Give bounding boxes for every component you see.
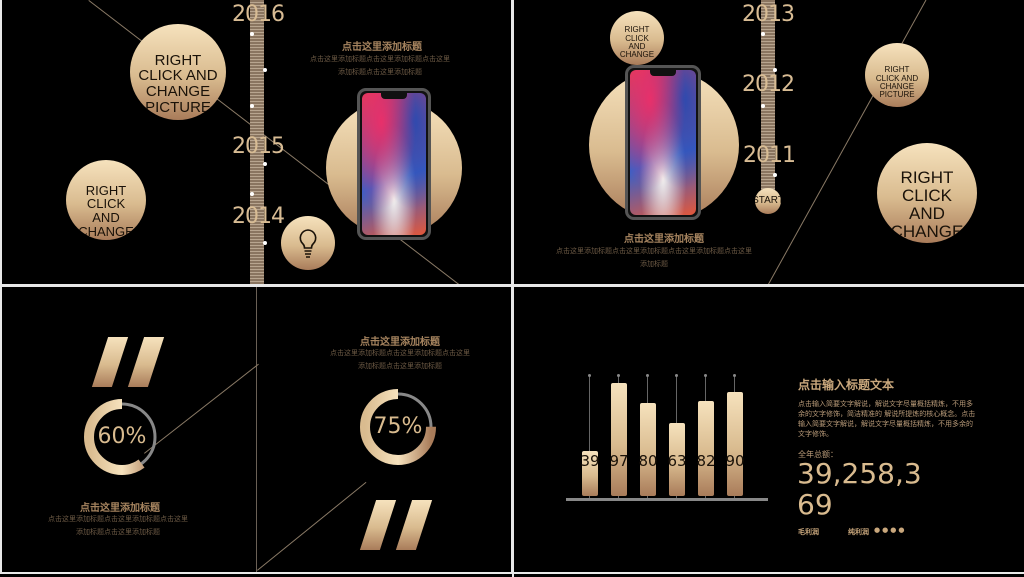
legend-gross-profit: 毛利润	[798, 528, 819, 536]
slide-subtitle: 点击这里添加标题点击这里添加标题点击这里添加标题点击这里添加标题	[556, 247, 752, 268]
picture-placeholder[interactable]: RIGHT CLICK AND CHANGE PICTURE	[865, 43, 929, 107]
bar-value-label: 97	[609, 452, 629, 470]
bar-cap-dot	[588, 374, 591, 377]
timeline-dot	[263, 162, 267, 166]
slide-subtitle: 点击这里添加标题点击这里添加标题点击这里添加标题点击这里添加标题	[310, 55, 450, 76]
bar	[698, 400, 714, 496]
total-value: 39,258,369	[797, 457, 922, 521]
picture-placeholder[interactable]: RIGHT CLICK AND CHANGE PICTURE	[130, 24, 226, 120]
total-label: 全年总额：	[798, 450, 838, 459]
picture-placeholder[interactable]: RIGHT CLICK AND CHANGE	[66, 160, 146, 240]
bar-chart: 39 97 80 63 82 90	[564, 372, 774, 507]
timeline-dot	[773, 173, 777, 177]
legend-net-profit: 纯利润	[848, 528, 869, 536]
bar	[582, 450, 598, 496]
slide-4[interactable]: 39 97 80 63 82 90 点击输入标题文本 点击输入简要文字解说，解说文字尽量概…	[514, 287, 1024, 572]
bar	[640, 403, 656, 496]
picture-placeholder[interactable]: RIGHT CLICK AND CHANGE	[610, 11, 664, 65]
year-label: 2013	[742, 2, 795, 27]
divider	[256, 287, 257, 572]
lightbulb-button[interactable]	[281, 216, 335, 270]
slide-title: 点击这里添加标题	[624, 234, 704, 245]
percent-label: 60%	[97, 424, 147, 449]
bar-value-label: 63	[667, 452, 687, 470]
slide-1[interactable]: 2016 2015 2014 RIGHT CLICK AND CHANGE PI…	[2, 0, 511, 284]
start-marker: START	[755, 188, 781, 214]
slide-3[interactable]: 60% 75% 点击这里添加标题 点击这里添加标题点击这里添加标题点击这里添加标…	[2, 287, 511, 572]
timeline-bar	[761, 0, 775, 200]
bar	[611, 383, 627, 496]
bar	[669, 422, 685, 496]
timeline-dot	[250, 32, 254, 36]
bar-stem	[589, 376, 590, 498]
next-slide-edge	[0, 574, 512, 577]
slide-body: 点击输入简要文字解说，解说文字尽量概括精炼，不用多余的文字修饰，简洁精准的 解说…	[798, 400, 976, 438]
timeline-dot	[263, 241, 267, 245]
slide-subtitle: 点击这里添加标题点击这里添加标题点击这里添加标题点击这里添加标题	[330, 349, 470, 370]
timeline-dot	[761, 32, 765, 36]
quote-mark-icon	[127, 337, 165, 387]
year-label: 2015	[232, 134, 285, 159]
percent-label: 75%	[373, 414, 423, 439]
year-label: 2012	[742, 72, 795, 97]
slide-subtitle: 点击这里添加标题点击这里添加标题点击这里添加标题点击这里添加标题	[48, 515, 188, 536]
lightbulb-icon	[299, 229, 317, 258]
bar-cap-dot	[675, 374, 678, 377]
bar-cap-dot	[617, 374, 620, 377]
phone-mockup	[625, 65, 701, 220]
bar	[727, 391, 743, 496]
year-label: 2014	[232, 204, 285, 229]
timeline-dot	[773, 68, 777, 72]
year-label: 2011	[743, 143, 796, 168]
quote-mark-icon	[395, 500, 433, 550]
progress-ring-75	[360, 389, 436, 465]
timeline-dot	[250, 192, 254, 196]
picture-placeholder[interactable]: RIGHT CLICK AND CHANGE	[877, 143, 977, 243]
timeline-dot	[250, 104, 254, 108]
bar-cap-dot	[704, 374, 707, 377]
quote-mark-icon	[91, 337, 129, 387]
year-label: 2016	[232, 2, 285, 27]
bar-value-label: 82	[696, 452, 716, 470]
bar-value-label: 39	[580, 452, 600, 470]
timeline-bar	[250, 0, 264, 284]
timeline-dot	[263, 68, 267, 72]
slide-title: 点击这里添加标题	[360, 337, 440, 348]
slide-2[interactable]: 2013 2012 2011 START RIGHT CLICK AND CHA…	[514, 0, 1024, 284]
diagonal-line	[257, 481, 367, 571]
quote-mark-icon	[359, 500, 397, 550]
bar-cap-dot	[733, 374, 736, 377]
slide-title: 点击这里添加标题	[342, 42, 422, 53]
bar-value-label: 90	[725, 452, 745, 470]
progress-ring-60	[84, 399, 160, 475]
phone-mockup	[357, 88, 431, 240]
legend-dots: ●●●●	[874, 526, 907, 534]
slide-title: 点击输入标题文本	[798, 378, 895, 392]
next-slide-edge	[514, 574, 1024, 577]
bar-value-label: 80	[638, 452, 658, 470]
chart-axis	[566, 498, 768, 501]
slide-title: 点击这里添加标题	[80, 503, 160, 514]
bar-cap-dot	[646, 374, 649, 377]
timeline-dot	[761, 104, 765, 108]
